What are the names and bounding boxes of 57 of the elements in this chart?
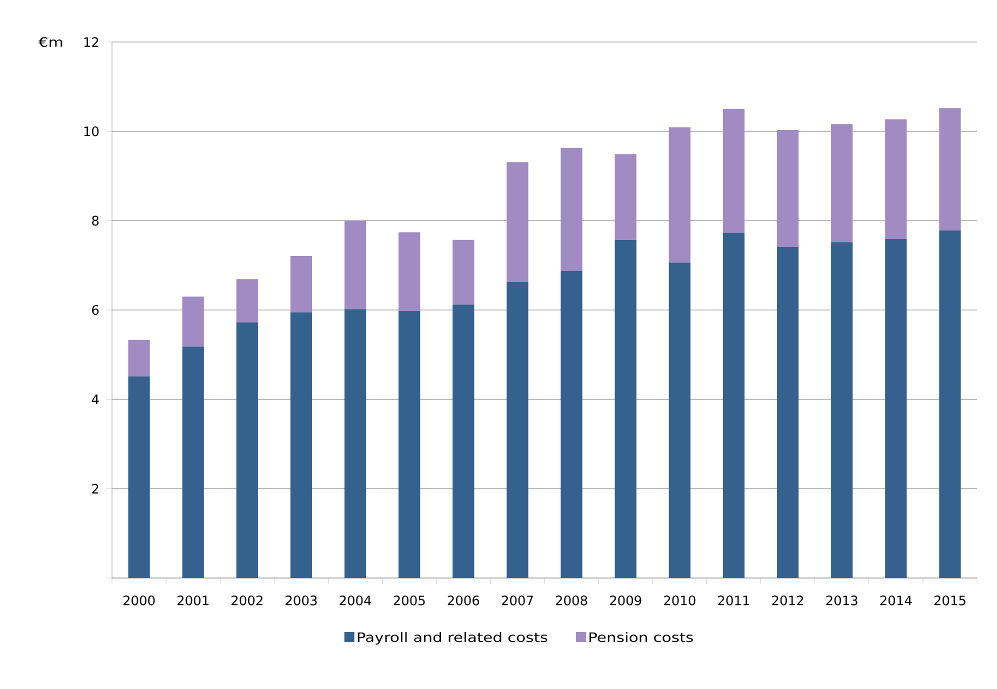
bar bbox=[344, 220, 366, 310]
bar bbox=[776, 130, 799, 248]
bar bbox=[885, 238, 907, 578]
x-tick-label: 2002 bbox=[232, 596, 262, 606]
bar bbox=[128, 376, 150, 578]
bar bbox=[831, 242, 853, 578]
bar bbox=[398, 310, 420, 578]
bar bbox=[668, 127, 690, 263]
bar bbox=[452, 240, 474, 305]
bar bbox=[236, 279, 258, 323]
bar bbox=[560, 148, 582, 271]
x-tick-label: 2008 bbox=[556, 596, 588, 606]
bar bbox=[236, 322, 258, 578]
bar bbox=[506, 162, 528, 282]
bar bbox=[722, 232, 745, 578]
bar bbox=[939, 108, 961, 230]
bar bbox=[182, 346, 204, 578]
y-tick-label: 10 bbox=[84, 126, 99, 136]
x-tick-label: 2007 bbox=[502, 596, 533, 606]
bar bbox=[885, 119, 907, 239]
y-tick-label: 12 bbox=[84, 37, 98, 47]
bar bbox=[831, 124, 853, 242]
x-tick-label: 2012 bbox=[772, 596, 804, 606]
x-tick-label: 2011 bbox=[718, 596, 750, 606]
bar bbox=[290, 312, 312, 578]
x-tick-label: 2003 bbox=[286, 596, 317, 606]
legend-label: Pension costs bbox=[590, 632, 693, 642]
bar bbox=[668, 262, 690, 578]
x-tick-label: 2010 bbox=[664, 596, 696, 606]
bar bbox=[506, 282, 528, 578]
bar bbox=[939, 230, 961, 578]
x-tick-label: 2014 bbox=[880, 596, 912, 606]
x-tick-label: 2006 bbox=[448, 596, 480, 606]
y-tick-label: 2 bbox=[92, 484, 98, 494]
bar bbox=[722, 108, 745, 233]
x-tick-label: 2000 bbox=[123, 596, 155, 606]
bar bbox=[344, 309, 366, 578]
x-tick-label: 2013 bbox=[826, 596, 858, 606]
y-tick-label: 8 bbox=[92, 216, 99, 226]
bar bbox=[560, 270, 582, 578]
bar bbox=[614, 154, 636, 240]
y-axis-title: €m bbox=[38, 37, 62, 47]
x-tick-label: 2009 bbox=[610, 596, 642, 606]
bar bbox=[128, 340, 150, 377]
legend-label: Payroll and related costs bbox=[358, 632, 548, 645]
bar bbox=[182, 296, 204, 347]
bar bbox=[398, 232, 420, 311]
y-tick-label: 6 bbox=[92, 305, 99, 315]
x-tick-label: 2005 bbox=[394, 596, 425, 606]
bar bbox=[776, 247, 799, 578]
x-tick-label: 2015 bbox=[934, 596, 966, 606]
x-tick-label: 2001 bbox=[178, 596, 208, 606]
x-tick-label: 2004 bbox=[340, 596, 372, 606]
bar bbox=[452, 304, 474, 578]
y-tick-label: 4 bbox=[92, 394, 99, 404]
bar bbox=[614, 240, 636, 578]
bar bbox=[290, 256, 312, 312]
